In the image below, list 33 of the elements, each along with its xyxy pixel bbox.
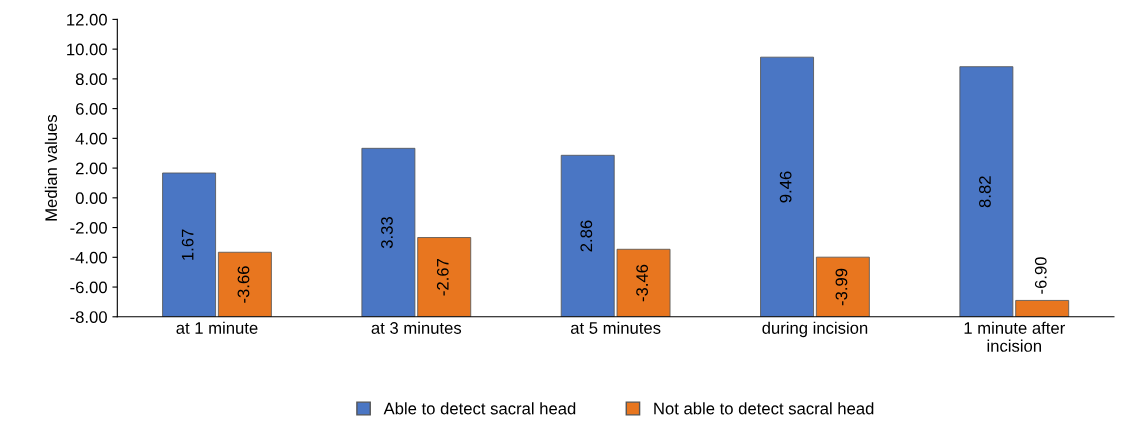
text: 3.33 xyxy=(381,217,393,249)
y-tick-label: -4.00 xyxy=(70,251,107,264)
legend-label: Able to detect sacral head xyxy=(383,402,576,415)
y-tick-label: 8.00 xyxy=(75,73,107,86)
text: -2.67 xyxy=(436,259,449,296)
text: -6.90 xyxy=(1034,257,1047,294)
y-tick-label: -2.00 xyxy=(70,221,107,234)
x-tick-label: 1 minute after incision xyxy=(964,321,1065,352)
x-tick-label: at 1 minute xyxy=(176,321,258,334)
x-tick-label: at 3 minutes xyxy=(371,321,462,334)
bar xyxy=(760,56,814,317)
y-tick-label: 6.00 xyxy=(76,103,107,115)
y-tick-label: -6.00 xyxy=(70,281,107,294)
y-tick-label: 10.00 xyxy=(67,43,107,56)
text: 2.86 xyxy=(580,220,593,252)
y-axis-title: Median values xyxy=(44,114,58,221)
legend-label: Not able to detect sacral head xyxy=(654,402,874,415)
bar xyxy=(162,172,216,317)
bar xyxy=(217,251,272,317)
text: -3.66 xyxy=(237,266,250,303)
text: -3.46 xyxy=(636,264,649,302)
y-tick-label: 12.00 xyxy=(67,13,107,26)
bar xyxy=(815,256,870,317)
text: 9.46 xyxy=(779,171,792,203)
text: 1.67 xyxy=(181,229,194,260)
y-tick-label: 4.00 xyxy=(75,132,107,145)
y-tick-label: -8.00 xyxy=(70,311,107,323)
x-tick-label: during incision xyxy=(762,321,868,338)
text: -3.99 xyxy=(835,268,848,306)
y-tick-label: 0.00 xyxy=(75,192,107,205)
text: 8.82 xyxy=(979,176,991,208)
y-tick-label: 2.00 xyxy=(76,162,107,175)
x-tick-label: at 5 minutes xyxy=(570,321,661,334)
